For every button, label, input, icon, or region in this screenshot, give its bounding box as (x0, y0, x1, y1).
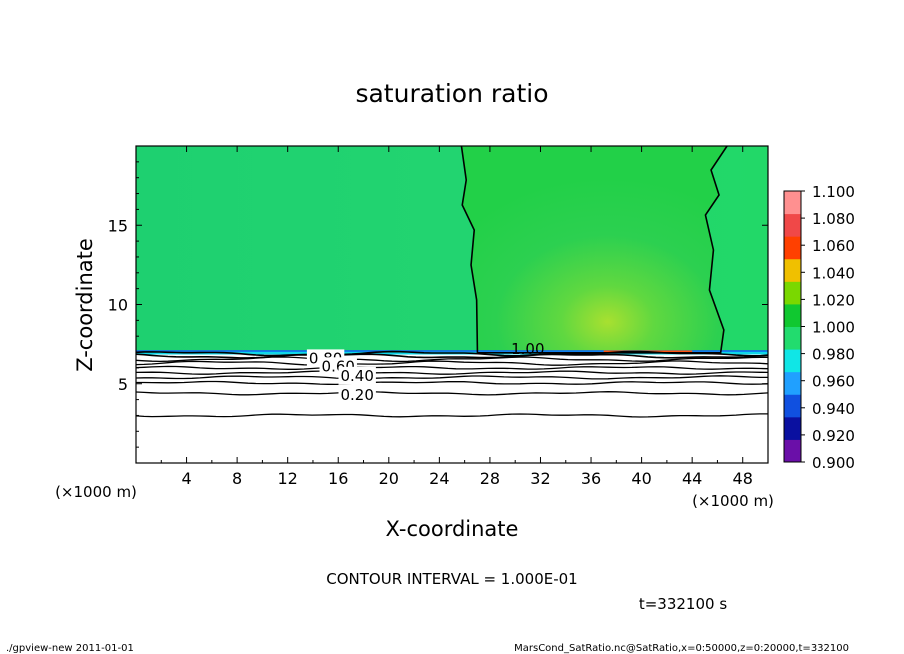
contour-line (136, 413, 768, 418)
field-lower-white (136, 352, 768, 463)
x-tick-label: 24 (429, 469, 449, 488)
x-tick-label: 4 (181, 469, 191, 488)
x-unit-label: (×1000 m) (692, 492, 774, 510)
colorbar-label: 1.000 (812, 319, 855, 337)
contour-line (136, 391, 768, 396)
x-tick-label: 48 (733, 469, 753, 488)
footer-left: ./gpview-new 2011-01-01 (6, 643, 134, 654)
colorbar-swatch (784, 303, 801, 327)
colorbar-label: 1.040 (812, 264, 855, 282)
x-tick-label: 8 (232, 469, 242, 488)
contour-label: 0.20 (340, 386, 373, 404)
contour-label: 1.00 (511, 340, 544, 358)
colorbar-label: 0.980 (812, 346, 855, 364)
chart-title: saturation ratio (355, 79, 548, 108)
y-tick-label: 5 (118, 375, 128, 394)
colorbar-swatch (784, 416, 801, 440)
x-tick-label: 32 (530, 469, 550, 488)
x-tick-label: 36 (581, 469, 601, 488)
contour-1-00 (460, 146, 728, 354)
colorbar-label: 0.900 (812, 454, 855, 472)
x-tick-label: 40 (631, 469, 651, 488)
colorbar-swatch (784, 326, 801, 350)
x-tick-label: 16 (328, 469, 348, 488)
colorbar-label: 1.060 (812, 237, 855, 255)
colorbar-swatch (784, 349, 801, 373)
x-tick-label: 28 (480, 469, 500, 488)
y-tick-label: 15 (108, 216, 128, 235)
x-tick-label: 20 (379, 469, 399, 488)
supersaturated-region (461, 146, 727, 353)
contour-line (136, 370, 768, 375)
time-label: t=332100 s (639, 595, 727, 613)
contour-lines (136, 146, 768, 418)
contour-line (136, 353, 768, 359)
contour-label-bg (338, 366, 376, 385)
colorbar-label: 1.100 (812, 183, 855, 201)
footer-right: MarsCond_SatRatio.nc@SatRatio,x=0:50000,… (514, 643, 849, 654)
colorbar-swatch (784, 258, 801, 282)
colorbar: 0.900 0.920 0.940 0.960 0.980 1.000 1.020 1.040… (783, 183, 855, 472)
colorbar-swatch (784, 281, 801, 305)
contour-line (136, 356, 768, 363)
y-axis: 5 10 15 (108, 161, 768, 448)
colorbar-swatch (784, 191, 801, 215)
contour-line (136, 360, 768, 366)
x-tick-label: 44 (682, 469, 702, 488)
y-unit-label: (×1000 m) (55, 483, 137, 501)
x-axis: 4 8 12 16 20 24 28 32 36 40 44 48 (160, 146, 753, 488)
y-tick-label: 10 (108, 296, 128, 315)
plot-area: 1.000.800.600.400.20 (136, 146, 768, 463)
contour-interval-note: CONTOUR INTERVAL = 1.000E-01 (326, 570, 577, 588)
colorbar-label: 0.920 (812, 427, 855, 445)
colorbar-swatch (784, 394, 801, 418)
colorbar-label: 1.020 (812, 291, 855, 309)
contour-labels: 1.000.800.600.400.20 (306, 340, 545, 404)
x-tick-label: 12 (278, 469, 298, 488)
colorbar-swatch (784, 371, 801, 395)
colorbar-label: 0.960 (812, 373, 855, 391)
colorbar-label: 1.080 (812, 210, 855, 228)
y-axis-label: Z-coordinate (73, 238, 97, 372)
contour-label-bg (338, 385, 376, 404)
colorbar-swatch (784, 439, 801, 463)
contour-line (136, 350, 768, 357)
colorbar-swatch (784, 236, 801, 260)
contour-line (136, 380, 768, 386)
contour-label: 0.40 (340, 367, 373, 385)
colorbar-swatch (784, 213, 801, 237)
colorbar-label: 0.940 (812, 400, 855, 418)
contour-line (136, 365, 768, 370)
x-axis-label: X-coordinate (386, 517, 519, 541)
contour-line (136, 375, 768, 380)
